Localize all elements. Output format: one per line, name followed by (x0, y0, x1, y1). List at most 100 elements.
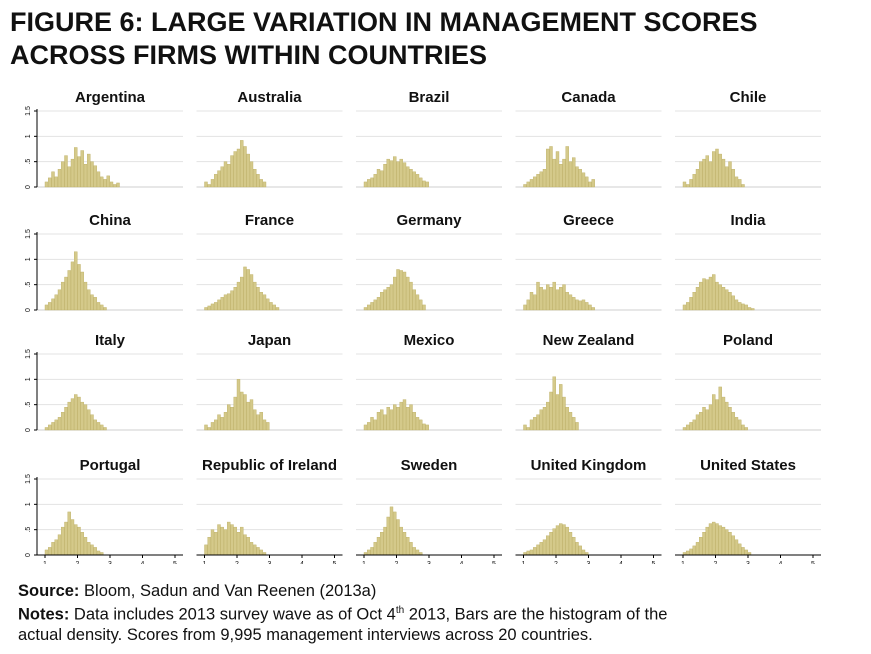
x-tick-label: 3 (427, 561, 431, 564)
histogram-bar (409, 281, 413, 311)
histogram-panel: Sweden 1 2 3 4 5 (356, 457, 502, 564)
histogram-bar (259, 549, 263, 556)
histogram-bar (581, 299, 586, 311)
histogram-bar (207, 537, 211, 556)
histogram-bar (214, 174, 218, 188)
histogram-bar (702, 278, 706, 311)
histogram-bar (236, 379, 241, 431)
histogram-bar (581, 549, 586, 556)
histogram-bar (243, 534, 247, 556)
panel-title: United States (700, 457, 796, 474)
histogram-bar (393, 276, 397, 311)
histogram-bar (578, 169, 582, 188)
notes-line-2: actual density. Scores from 9,995 manage… (18, 625, 593, 644)
histogram-bar (100, 176, 104, 188)
histogram-bar (380, 532, 384, 556)
histogram-bar (380, 170, 384, 188)
histogram-bar (233, 396, 237, 431)
histogram-bar (393, 156, 397, 188)
panel-title: Argentina (75, 89, 146, 106)
histogram-bar (367, 304, 371, 311)
histogram-bar (738, 179, 742, 188)
histogram-bar (568, 532, 573, 556)
histogram-bar (699, 161, 703, 188)
histogram-bar (83, 537, 88, 556)
histogram-bar (51, 422, 55, 431)
histogram-bar (256, 286, 260, 311)
histogram-bar (406, 537, 410, 556)
histogram-bar (236, 532, 241, 556)
histogram-panel: Australia (196, 89, 343, 188)
histogram-bar (725, 289, 729, 311)
histogram-panel: Chile (675, 89, 821, 188)
histogram-bar (70, 398, 75, 431)
histogram-bar (74, 524, 78, 556)
histogram-bar (539, 542, 543, 556)
histogram-bar (373, 542, 377, 556)
histogram-bar (44, 549, 49, 556)
x-tick-label: 4 (460, 561, 464, 564)
histogram-bar (204, 307, 208, 311)
histogram-bar (217, 524, 221, 556)
histogram-bar (588, 304, 592, 311)
histogram-bar (246, 153, 250, 188)
histogram-bar (572, 297, 576, 311)
histogram-bar (236, 148, 241, 188)
histogram-bar (51, 542, 55, 556)
histogram-bar (415, 294, 420, 311)
histogram-bar (529, 292, 534, 311)
histogram-bar (552, 281, 556, 311)
histogram-bar (383, 163, 387, 188)
histogram-bar (233, 286, 237, 311)
histogram-bar (695, 286, 700, 311)
histogram-bar (77, 396, 81, 431)
histogram-bar (243, 146, 247, 188)
histogram-panel: United Kingdom 1 2 3 4 5 (515, 457, 662, 564)
x-tick-label: 5 (333, 561, 337, 564)
histogram-bar (419, 299, 423, 311)
histogram-bar (269, 302, 273, 311)
histogram-bar (705, 409, 709, 431)
histogram-bar (731, 169, 735, 188)
histogram-bar (738, 302, 742, 311)
y-tick-label: 0 (25, 185, 32, 189)
histogram-bar (207, 184, 211, 188)
histogram-bar (259, 292, 263, 311)
x-tick-label: 1 (681, 561, 685, 564)
histogram-bar (562, 158, 566, 188)
histogram-bar (96, 550, 101, 556)
histogram-bar (259, 179, 263, 188)
x-tick-label: 2 (395, 561, 399, 564)
histogram-bar (708, 161, 713, 188)
histogram-bar (80, 150, 84, 188)
histogram-bar (207, 427, 211, 431)
histogram-bar (220, 417, 224, 431)
x-tick-label: 4 (300, 561, 304, 564)
histogram-bar (243, 266, 247, 311)
histogram-bar (367, 179, 371, 188)
histogram-bar (734, 176, 739, 188)
histogram-bar (396, 161, 400, 188)
histogram-bar (87, 542, 91, 556)
histogram-bar (578, 300, 582, 311)
histogram-bar (559, 163, 563, 188)
histogram-bar (256, 547, 260, 556)
histogram-bar (568, 294, 573, 311)
histogram-bar (699, 537, 703, 556)
histogram-bar (721, 286, 726, 311)
histogram-bar (103, 307, 107, 311)
x-tick-label: 3 (268, 561, 272, 564)
histogram-bar (246, 537, 250, 556)
panel-title: Canada (561, 89, 616, 106)
histogram-bar (51, 298, 55, 311)
histogram-bar (220, 166, 224, 188)
histogram-bar (93, 419, 97, 431)
histogram-bar (363, 181, 368, 188)
histogram-bar (751, 308, 755, 311)
histogram-bar (546, 401, 550, 431)
histogram-bar (689, 548, 693, 556)
histogram-bar (204, 544, 208, 556)
histogram-bar (386, 286, 390, 311)
histogram-bar (546, 148, 550, 188)
x-tick-label: 3 (587, 561, 591, 564)
